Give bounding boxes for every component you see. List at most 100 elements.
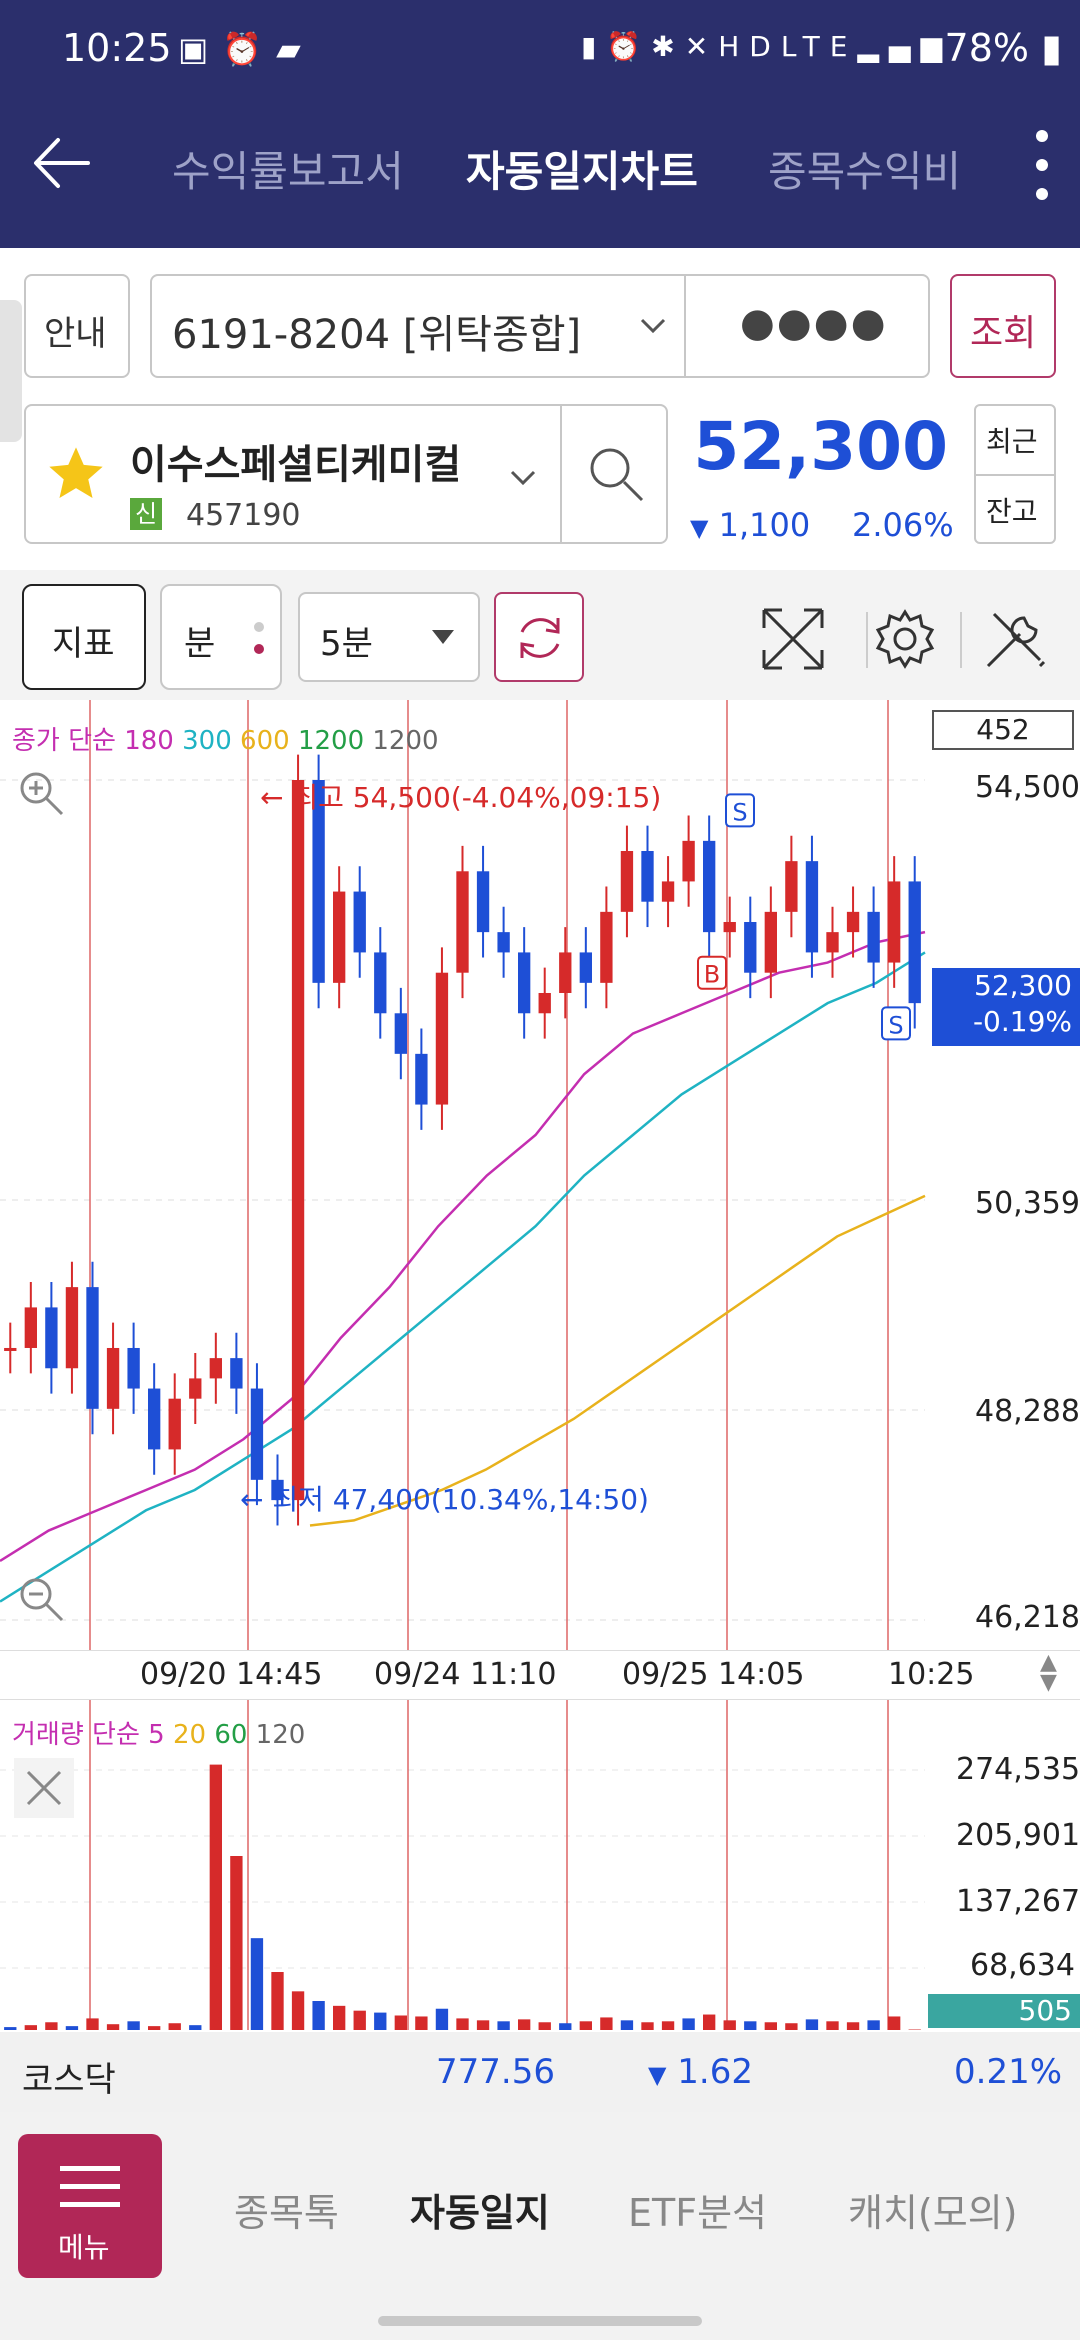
expand-icon[interactable] [758,604,828,674]
volume-bar [312,2001,325,2030]
volume-bar [65,2026,79,2030]
tab-return-report[interactable]: 수익률보고서 [172,147,404,196]
volume-bar [559,2023,572,2030]
settings-gear-icon[interactable] [870,604,940,674]
recent-button[interactable]: 최근 [986,425,1038,458]
menu-button[interactable]: 메뉴 [18,2134,162,2278]
down-triangle-icon: ▼ [690,514,709,542]
candle-body [415,1053,428,1105]
high-annotation: ← 최고 54,500(-4.04%,09:15) [260,781,662,814]
vol-y-tick: 274,535 [956,1752,1080,1787]
app-header: 수익률보고서 자동일지차트 종목수익비 [0,100,1080,248]
vol-y-tick: 68,634 [970,1948,1075,1983]
candle-body [846,911,860,933]
index-change: ▼ 1.62 [648,2052,753,2092]
volume-bar [435,2008,449,2030]
candle-body [230,1358,243,1389]
volume-bar [785,2023,798,2030]
zoom-in-icon[interactable] [14,766,70,822]
ma-line-600 [309,1194,926,1527]
volume-bar [24,2025,37,2030]
nav-catch-mock[interactable]: 캐치(모의) [848,2191,1018,2235]
sell-marker [725,793,755,828]
volume-bar [394,2015,407,2030]
tab-stock-return-compare[interactable]: 종목수익비 [768,147,962,196]
x-tick-label: 10:25 [888,1657,975,1692]
refresh-button[interactable] [494,592,584,682]
volume-bar [250,1938,264,2030]
alarm-off-icon: ⏰ [222,30,277,68]
high-note: 최고 54,500(-4.04%,09:15) [292,781,662,814]
signal-icon: ▂▄▆ [857,30,952,63]
password-field[interactable]: ●●●● [740,300,888,346]
y-tick-label: 54,500 [975,770,1080,805]
tab-auto-journal-chart[interactable]: 자동일지차트 [466,147,698,196]
candle-body [785,861,798,912]
candle-body [867,911,880,963]
index-name: 코스닥 [22,2060,116,2100]
stock-selector[interactable]: 이수스페셜티케미컬 신 457190 [24,404,668,544]
tools-icon[interactable] [980,604,1050,674]
back-arrow-icon[interactable] [28,128,98,198]
nav-etf-analysis[interactable]: ETF분석 [628,2191,767,2235]
interval-value: 5분 [320,624,373,664]
candle-body [703,840,716,933]
legend-prefix: 종가 단순 [12,726,116,756]
volume-bar [291,1991,305,2030]
scroll-updown-icon[interactable]: ▲ ▼ [1040,1650,1057,1695]
candle-body [106,1347,120,1409]
account-value: 6191-8204 [위탁종합] [172,312,582,358]
volume-bar [703,2014,716,2030]
search-icon[interactable] [584,442,648,506]
close-volume-icon[interactable] [14,1758,74,1818]
time-axis[interactable]: 09/20 14:45 09/24 11:10 09/25 14:05 10:2… [0,1650,1080,1700]
interval-select[interactable]: 5분 [298,592,480,682]
candle-body [394,1013,407,1054]
minute-button[interactable]: 분 [160,584,282,690]
candle-body [764,911,777,973]
side-drawer-handle[interactable] [0,300,22,442]
alarm-icon: ⏰ [606,30,652,63]
zoom-out-icon[interactable] [14,1572,70,1628]
query-button[interactable]: 조회 [950,274,1056,378]
chevron-down-icon [510,470,536,486]
candle-body [908,881,921,1004]
more-menu-icon[interactable] [1034,130,1050,202]
gallery-icon: ▣ [178,30,223,68]
legend-ma: 600 [240,726,290,756]
candle-body [45,1307,58,1369]
volume-bar [86,2018,99,2030]
bluetooth-icon: ✱ [651,30,685,63]
balance-button[interactable]: 잔고 [986,495,1038,528]
candle-body [127,1347,140,1389]
indicator-button[interactable]: 지표 [22,584,146,690]
volume-chart[interactable]: 거래량 단순 5 20 60 120 274,535 205,901 137,2… [0,1700,1080,2030]
guide-button[interactable]: 안내 [24,274,130,378]
status-bar: 10:25 ▣⏰▰ ▮⏰✱✕HDLTE▂▄▆ 78% ▮ [0,0,1080,100]
vol-y-tick: 205,901 [956,1818,1080,1853]
candle-body [497,932,510,953]
volume-bar [888,2016,901,2030]
market-index-bar[interactable]: 코스닥 777.56 ▼ 1.62 0.21% [0,2032,1080,2112]
system-icons: ▮⏰✱✕HDLTE▂▄▆ [581,30,952,63]
query-label: 조회 [970,313,1037,354]
nav-stock-talk[interactable]: 종목톡 [234,2191,339,2235]
current-volume-tag: 505 [928,1994,1080,2028]
candle-body [682,840,695,882]
candle-body [579,952,592,983]
candle-body [805,861,819,953]
home-gesture-bar[interactable] [378,2316,702,2326]
candle-body [600,911,613,983]
price-chart[interactable]: S B S 종가 단순 180 300 600 1200 1200 452 54,5… [0,700,1080,1650]
current-price: 52,300 [693,408,948,485]
star-icon[interactable] [44,442,108,506]
down-triangle-icon: ▼ [648,2061,667,2089]
recent-balance-toggle[interactable]: 최근 잔고 [974,404,1056,544]
status-time: 10:25 [62,26,172,70]
volume-bar [661,2021,675,2030]
dropdown-triangle-icon [432,630,454,644]
sell-marker [881,1006,911,1041]
nav-auto-journal[interactable]: 자동일지 [410,2191,550,2235]
guide-label: 안내 [44,314,107,354]
account-selector[interactable]: 6191-8204 [위탁종합] ●●●● [150,274,930,378]
